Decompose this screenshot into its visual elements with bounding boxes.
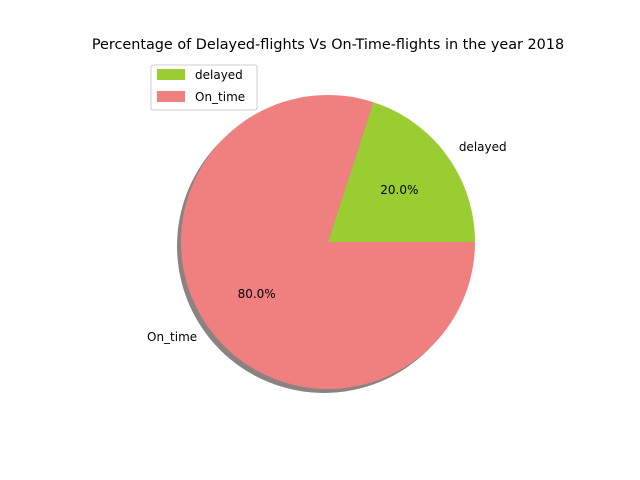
legend-swatch-on-time bbox=[157, 91, 185, 102]
legend: delayed On_time bbox=[150, 64, 258, 111]
legend-label-on-time: On_time bbox=[195, 90, 245, 104]
pie-slice-delayed bbox=[328, 102, 475, 242]
legend-swatch-delayed bbox=[157, 69, 185, 80]
slice-percent-delayed: 20.0% bbox=[380, 183, 418, 197]
legend-label-delayed: delayed bbox=[195, 68, 243, 82]
pie-slice-on-time bbox=[180, 94, 476, 389]
pie-slices bbox=[180, 94, 476, 389]
slice-label-delayed: delayed bbox=[459, 140, 507, 154]
pie-labels: delayed 20.0% On_time 80.0% bbox=[147, 140, 507, 344]
slice-percent-on-time: 80.0% bbox=[238, 287, 276, 301]
chart-title: Percentage of Delayed-flights Vs On-Time… bbox=[92, 37, 564, 53]
slice-label-on-time: On_time bbox=[147, 330, 197, 344]
